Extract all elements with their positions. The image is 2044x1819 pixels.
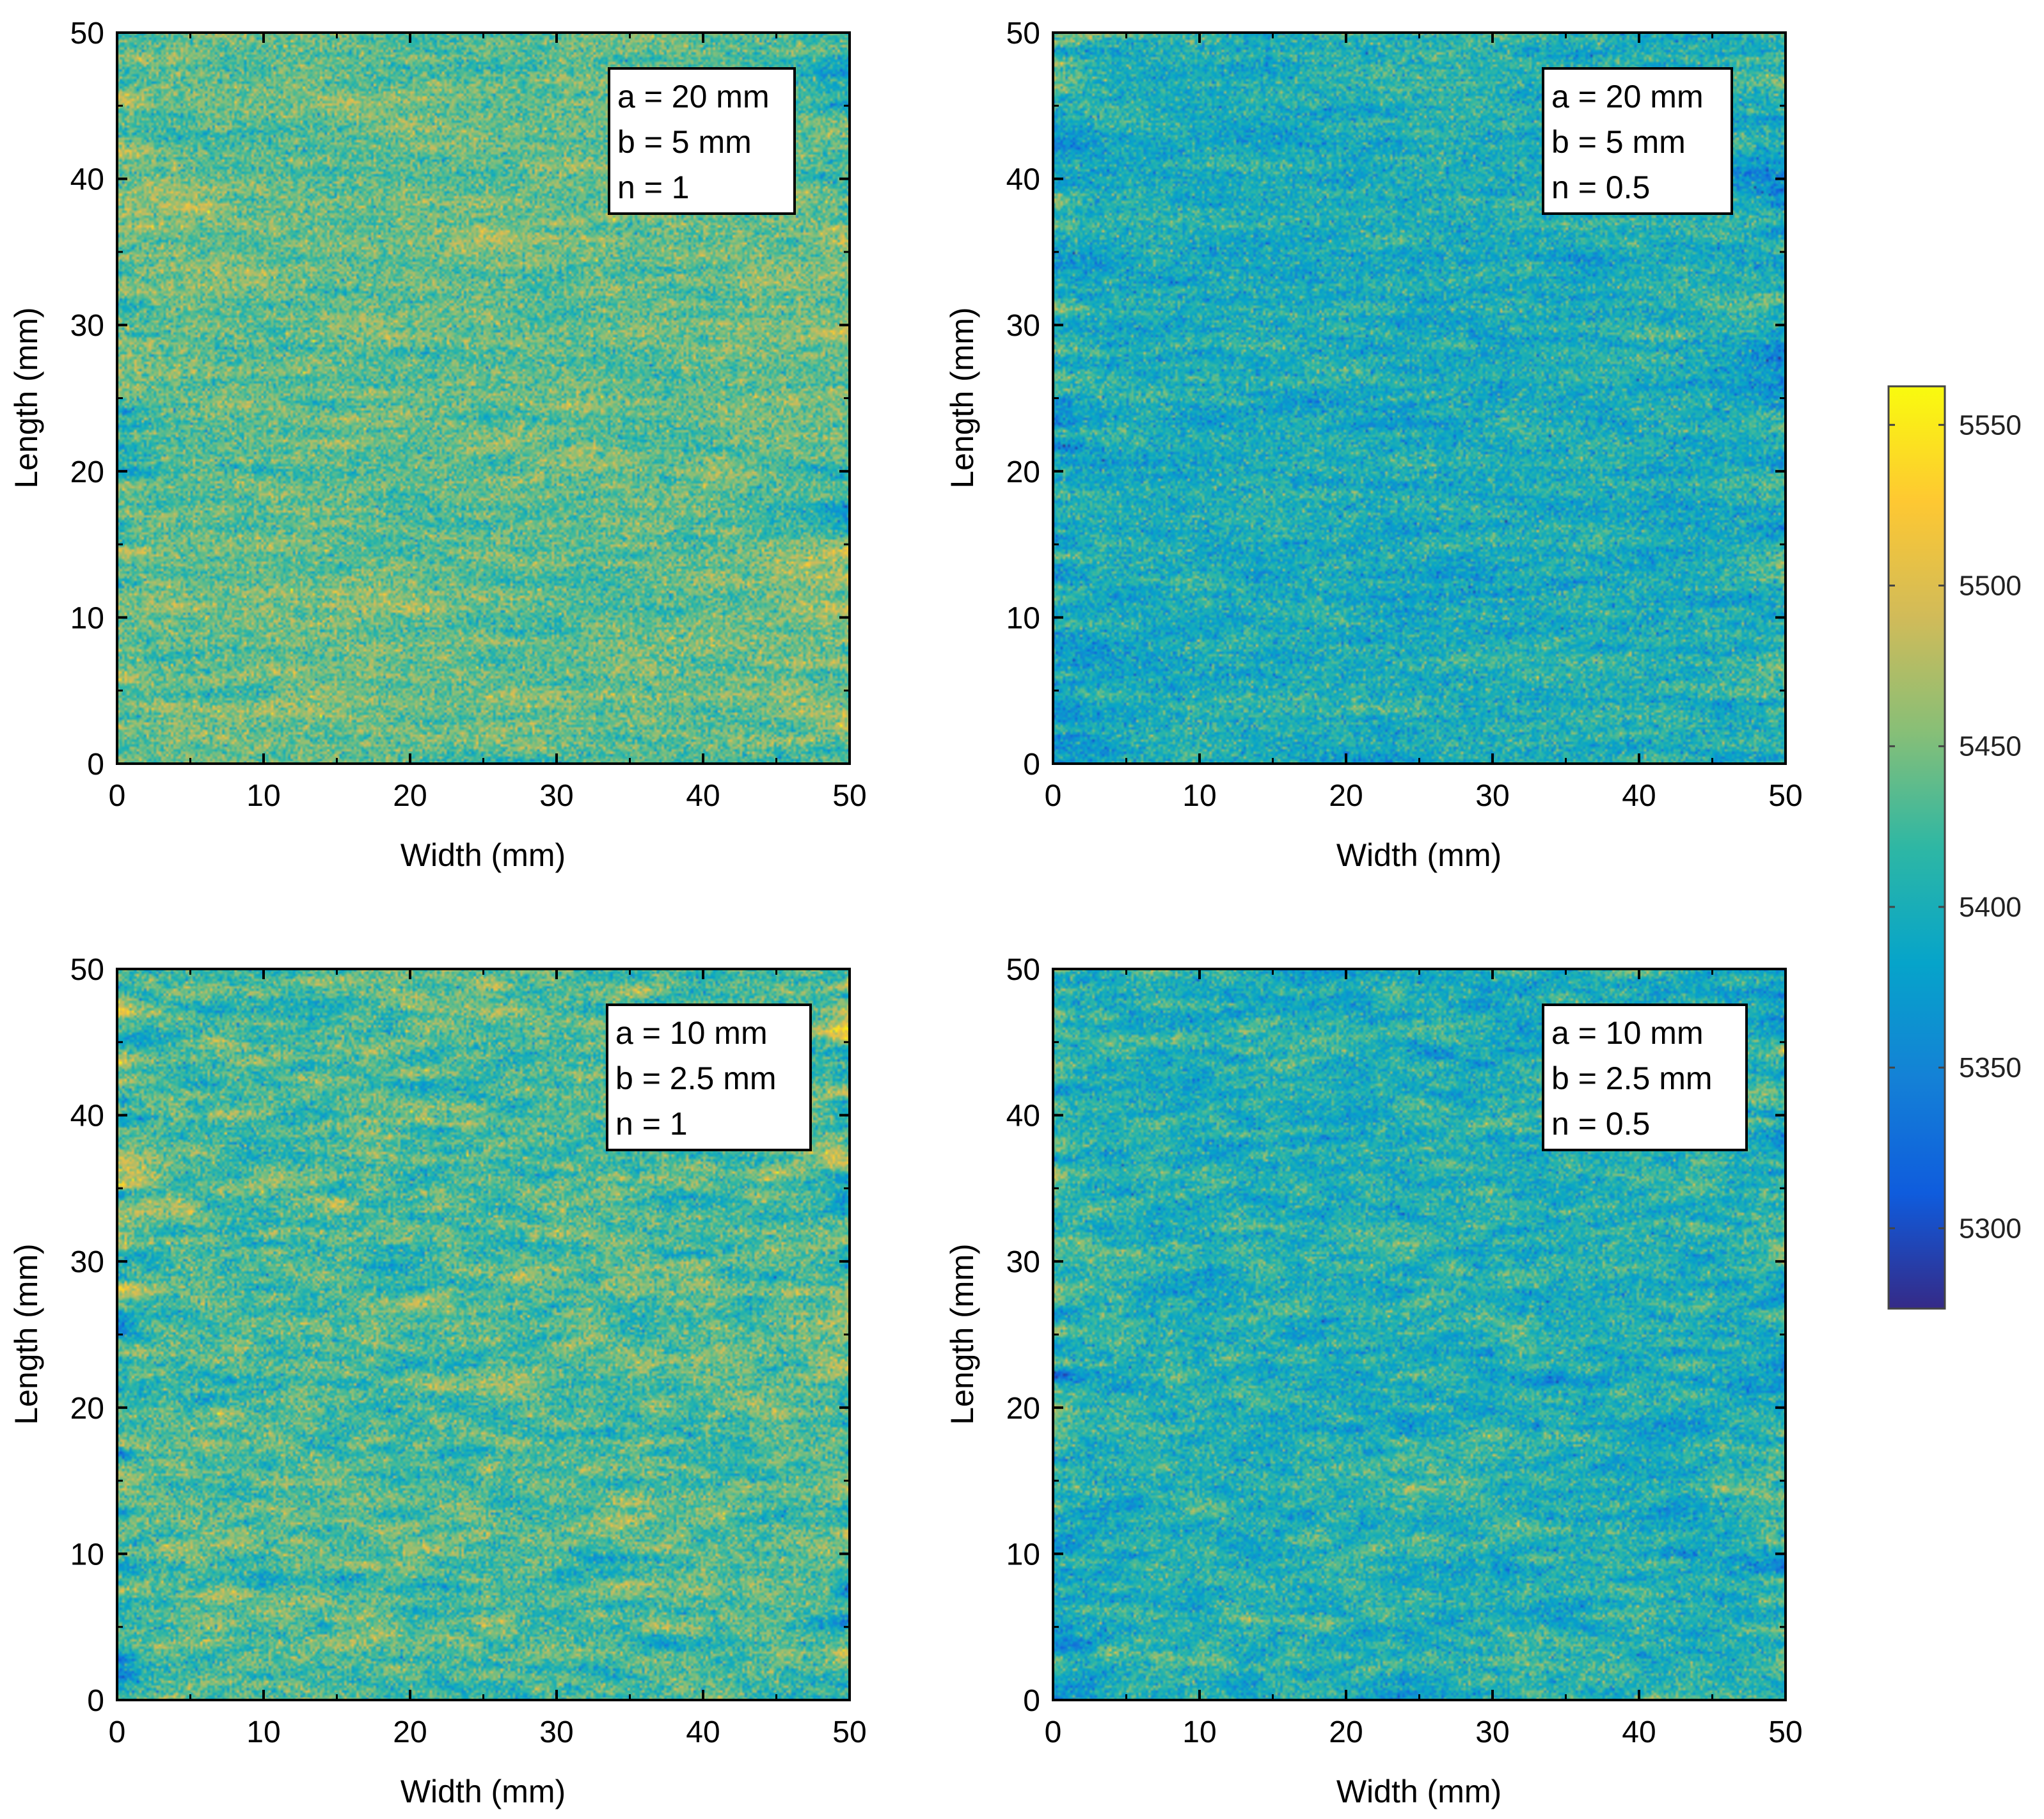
- legend-box-4: a = 10 mm b = 2.5 mm n = 0.5: [1542, 1004, 1748, 1151]
- x-tick-label: 20: [393, 1715, 427, 1749]
- legend-entry: b = 5 mm: [617, 124, 752, 160]
- x-tick-label: 10: [246, 1715, 280, 1749]
- y-tick-label: 50: [70, 953, 104, 987]
- y-tick-label: 10: [70, 601, 104, 635]
- panel-2: 0 10 20 30 40 50 0 10 20 30 40 50 a = 20 mm b = 5 m…: [944, 17, 1803, 873]
- x-tick-label: 0: [109, 1715, 126, 1749]
- colorbar-ticks: 5300 5350 5400 5450 5500 5550: [1889, 409, 2022, 1244]
- colorbar: 5300 5350 5400 5450 5500 5550: [1887, 385, 2022, 1310]
- x-tick-label: 30: [539, 1715, 573, 1749]
- ticks-4: 0 10 20 30 40 50 0 10 20 30 40 50: [1006, 953, 1803, 1749]
- y-tick-label: 50: [1006, 953, 1040, 987]
- y-tick-label: 40: [70, 163, 104, 197]
- y-tick-label: 20: [1006, 455, 1040, 489]
- legend-box-3: a = 10 mm b = 2.5 mm n = 1: [606, 1004, 812, 1151]
- colorbar-tick-label: 5550: [1959, 409, 2022, 441]
- legend-entry: n = 0.5: [1551, 169, 1650, 205]
- x-tick-label: 20: [393, 779, 427, 813]
- y-tick-label: 30: [70, 1245, 104, 1279]
- x-tick-label: 40: [686, 1715, 720, 1749]
- legend-entry: n = 1: [615, 1106, 688, 1142]
- y-tick-label: 40: [1006, 1099, 1040, 1133]
- colorbar-tick-label: 5300: [1959, 1213, 2022, 1244]
- colorbar-tick-label: 5500: [1959, 571, 2022, 602]
- panel-1: 0 10 20 30 40 50 0 10 20 30 40 50 a = 20 mm b = 5 m…: [8, 17, 867, 873]
- x-tick-label: 30: [1475, 1715, 1509, 1749]
- ticks-3: 0 10 20 30 40 50 0 10 20 30 40 50: [70, 953, 867, 1749]
- colorbar-tick-label: 5350: [1959, 1052, 2022, 1083]
- y-tick-label: 50: [1006, 17, 1040, 51]
- y-tick-label: 30: [1006, 309, 1040, 343]
- x-axis-label-2: Width (mm): [1336, 837, 1501, 873]
- x-tick-label: 0: [109, 779, 126, 813]
- y-tick-label: 10: [1006, 1538, 1040, 1571]
- x-axis-label-1: Width (mm): [400, 837, 566, 873]
- colorbar-tick-label: 5450: [1959, 731, 2022, 762]
- x-tick-label: 40: [1622, 1715, 1656, 1749]
- y-tick-label: 30: [70, 309, 104, 343]
- x-tick-label: 20: [1329, 1715, 1363, 1749]
- panel-3: 0 10 20 30 40 50 0 10 20 30 40 50 a = 10 mm b = 2.5…: [8, 953, 867, 1809]
- y-tick-label: 20: [1006, 1392, 1040, 1426]
- panel-4: 0 10 20 30 40 50 0 10 20 30 40 50 a = 10 mm b = 2.5…: [944, 953, 1803, 1809]
- legend-entry: a = 20 mm: [617, 79, 770, 114]
- legend-box-2: a = 20 mm b = 5 mm n = 0.5: [1542, 67, 1733, 215]
- x-axis-label-3: Width (mm): [400, 1774, 566, 1809]
- x-tick-label: 50: [1768, 779, 1802, 813]
- y-axis-label-2: Length (mm): [944, 307, 980, 488]
- legend-entry: n = 0.5: [1551, 1106, 1650, 1142]
- y-tick-label: 10: [70, 1538, 104, 1571]
- x-tick-label: 0: [1045, 1715, 1062, 1749]
- x-tick-label: 50: [832, 1715, 866, 1749]
- y-axis-label-1: Length (mm): [8, 307, 44, 488]
- x-tick-label: 30: [539, 779, 573, 813]
- x-tick-label: 10: [1182, 1715, 1216, 1749]
- y-tick-label: 0: [87, 748, 104, 782]
- y-tick-label: 0: [1023, 1684, 1040, 1718]
- y-tick-label: 10: [1006, 601, 1040, 635]
- ticks-2: 0 10 20 30 40 50 0 10 20 30 40 50: [1006, 17, 1803, 813]
- legend-entry: b = 2.5 mm: [615, 1060, 777, 1096]
- x-tick-label: 40: [686, 779, 720, 813]
- legend-entry: n = 1: [617, 169, 690, 205]
- y-axis-label-3: Length (mm): [8, 1243, 44, 1424]
- y-tick-label: 30: [1006, 1245, 1040, 1279]
- x-tick-label: 20: [1329, 779, 1363, 813]
- x-axis-label-4: Width (mm): [1336, 1774, 1501, 1809]
- y-tick-label: 0: [87, 1684, 104, 1718]
- x-tick-label: 10: [1182, 779, 1216, 813]
- x-tick-label: 50: [832, 779, 866, 813]
- legend-entry: b = 2.5 mm: [1551, 1060, 1713, 1096]
- x-tick-label: 30: [1475, 779, 1509, 813]
- y-tick-label: 20: [70, 1392, 104, 1426]
- legend-entry: a = 10 mm: [1551, 1015, 1704, 1051]
- legend-box-1: a = 20 mm b = 5 mm n = 1: [608, 67, 796, 215]
- x-tick-label: 50: [1768, 1715, 1802, 1749]
- x-tick-label: 0: [1045, 779, 1062, 813]
- colorbar-tick-label: 5400: [1959, 892, 2022, 923]
- ticks-1: 0 10 20 30 40 50 0 10 20 30 40 50: [70, 17, 867, 813]
- y-tick-label: 0: [1023, 748, 1040, 782]
- y-tick-label: 40: [1006, 163, 1040, 197]
- y-tick-label: 20: [70, 455, 104, 489]
- colorbar-gradient: [1887, 385, 1946, 1310]
- x-tick-label: 10: [246, 779, 280, 813]
- y-axis-label-4: Length (mm): [944, 1243, 980, 1424]
- legend-entry: a = 20 mm: [1551, 79, 1704, 114]
- y-tick-label: 50: [70, 17, 104, 51]
- legend-entry: b = 5 mm: [1551, 124, 1686, 160]
- x-tick-label: 40: [1622, 779, 1656, 813]
- legend-entry: a = 10 mm: [615, 1015, 768, 1051]
- y-tick-label: 40: [70, 1099, 104, 1133]
